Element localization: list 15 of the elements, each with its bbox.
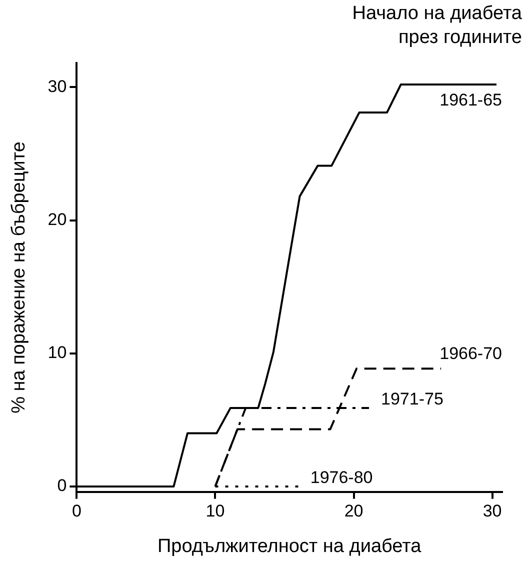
series-label: 1961-65 xyxy=(440,90,502,110)
series-label: 1966-70 xyxy=(440,344,502,363)
x-axis-title: Продължителност на диабета xyxy=(158,536,422,557)
y-tick-label: 10 xyxy=(48,343,67,362)
x-tick-label: 0 xyxy=(72,502,82,521)
series-label: 1976-80 xyxy=(310,468,373,488)
y-tick-label: 0 xyxy=(57,476,67,496)
y-tick-label: 30 xyxy=(48,76,67,96)
legend-title: Начало на диабета през годините xyxy=(351,2,523,50)
x-tick-label: 10 xyxy=(206,502,225,521)
series-label: 1971-75 xyxy=(381,390,444,409)
x-tick-label: 20 xyxy=(344,502,364,521)
y-tick-label: 20 xyxy=(48,210,67,229)
x-tick-label: 30 xyxy=(482,502,502,521)
y-axis-title: % на поражение на бъбреците xyxy=(8,142,30,414)
